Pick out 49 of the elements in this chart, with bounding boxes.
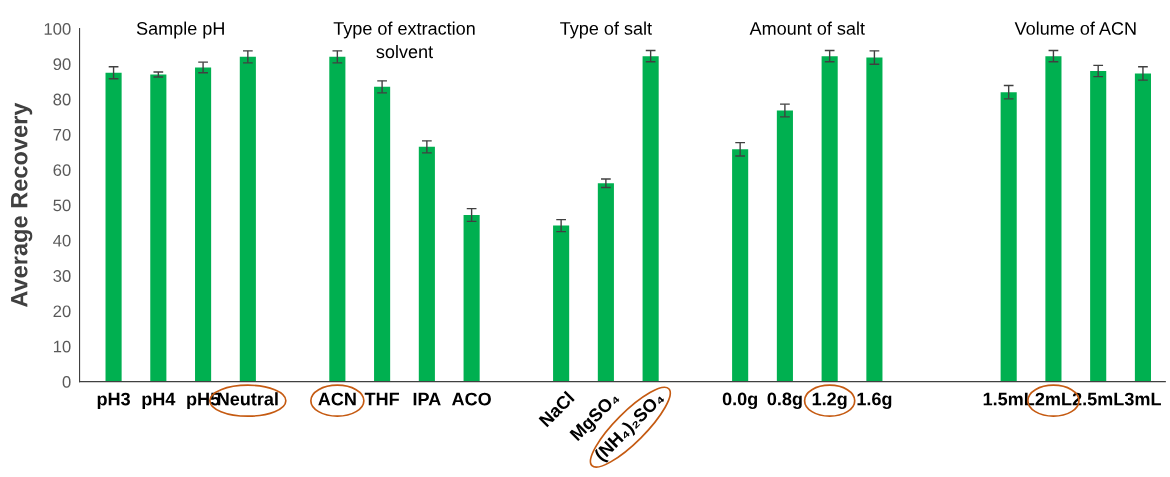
bar — [463, 214, 480, 382]
x-tick-label: 0.0g — [722, 392, 757, 410]
bar — [150, 74, 167, 382]
y-tick-label: 80 — [53, 93, 71, 106]
annotation: Volume of ACN — [1014, 21, 1136, 35]
bar — [732, 149, 749, 382]
x-tick-label: 2mL — [1035, 392, 1072, 406]
bar — [821, 56, 838, 382]
x-tick-label: 0.8g — [767, 392, 802, 410]
bar — [1045, 56, 1062, 382]
bar — [239, 56, 256, 382]
x-tick-label: IPA — [413, 392, 441, 406]
bar — [374, 86, 391, 382]
bar — [105, 72, 122, 382]
bar — [195, 67, 212, 382]
x-tick-label: pH3 — [97, 392, 130, 410]
y-axis-title: Average Recovery — [11, 102, 33, 308]
x-tick-label: ACN — [318, 392, 356, 406]
annotation: Amount of salt — [749, 21, 865, 35]
y-tick-label: 0 — [62, 376, 71, 388]
annotation: Sample pH — [136, 21, 224, 39]
x-tick-label: ACO — [452, 392, 491, 406]
x-tick-label: 3mL — [1124, 392, 1161, 406]
bar — [553, 225, 570, 382]
y-tick-label: 100 — [44, 23, 71, 35]
y-tick-label: 30 — [53, 270, 71, 282]
x-tick-label: Neutral — [217, 392, 278, 406]
y-tick-label: 60 — [53, 164, 71, 177]
bar — [1090, 70, 1107, 382]
bar — [866, 57, 883, 382]
bar — [642, 56, 659, 382]
bar — [1134, 73, 1151, 382]
bar — [776, 110, 793, 382]
y-tick-label: 10 — [53, 340, 71, 353]
x-tick-label: 1.2g — [812, 392, 847, 410]
bar — [1000, 92, 1017, 382]
x-tick-label: pH4 — [142, 392, 176, 410]
annotation: Type of salt — [560, 21, 652, 39]
y-tick-label: 70 — [53, 128, 71, 141]
bar — [418, 146, 435, 382]
annotation: Type of extraction solvent — [333, 21, 475, 59]
y-tick-label: 20 — [53, 305, 71, 318]
x-tick-label: 1.6g — [857, 392, 892, 410]
y-tick-label: 40 — [53, 234, 71, 247]
bar — [329, 56, 346, 382]
x-tick-label: THF — [364, 392, 399, 406]
y-tick-label: 90 — [53, 58, 71, 71]
bar — [597, 183, 614, 382]
y-tick-label: 50 — [53, 199, 71, 212]
